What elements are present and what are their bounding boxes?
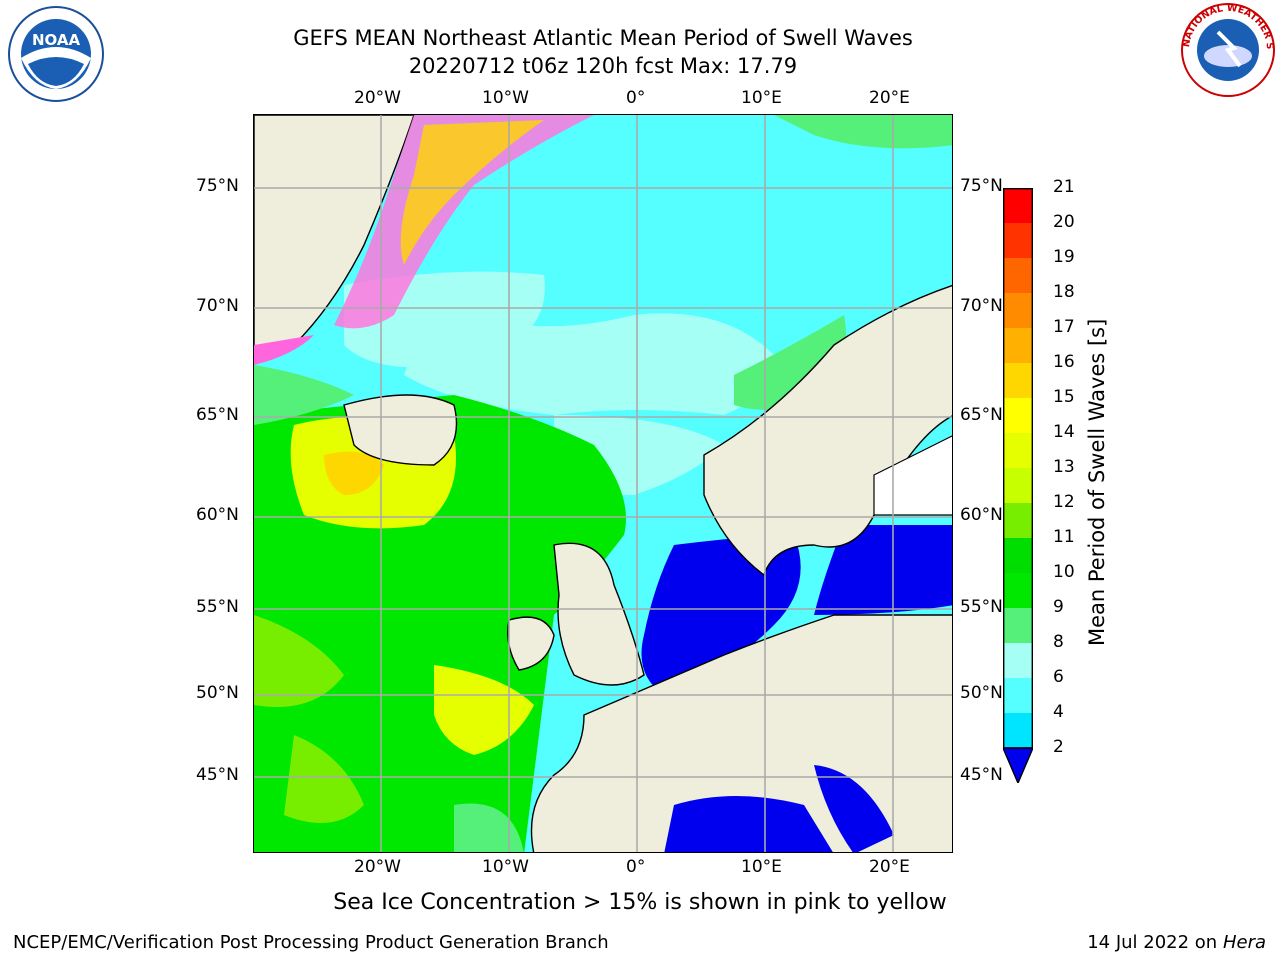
swell-16-patch bbox=[324, 451, 384, 495]
swell-2-region bbox=[814, 525, 952, 615]
footer-date-text: 14 Jul 2022 on bbox=[1087, 932, 1223, 953]
lat-label-left: 65°N bbox=[196, 405, 239, 425]
lat-label-left: 75°N bbox=[196, 176, 239, 196]
lat-label-left: 45°N bbox=[196, 765, 239, 785]
lat-label-right: 50°N bbox=[960, 683, 1003, 703]
colorbar-tick-label: 20 bbox=[1053, 212, 1075, 232]
colorbar-tick-label: 21 bbox=[1053, 177, 1075, 197]
noaa-logo: NOAA bbox=[8, 6, 104, 102]
swell-2-region bbox=[641, 535, 801, 695]
sea-ice-band bbox=[254, 335, 314, 365]
footer-branch: NCEP/EMC/Verification Post Processing Pr… bbox=[13, 932, 609, 953]
lon-label-bottom: 20°W bbox=[354, 857, 401, 877]
swell-10-patch bbox=[774, 115, 952, 149]
lon-label-bottom: 0° bbox=[626, 857, 646, 877]
lon-label-bottom: 10°W bbox=[482, 857, 529, 877]
colorbar-segment bbox=[1003, 503, 1033, 539]
colorbar bbox=[1003, 188, 1033, 783]
colorbar-tick-label: 9 bbox=[1053, 597, 1064, 617]
footer-date: 14 Jul 2022 on Hera bbox=[1087, 932, 1266, 953]
colorbar-segment bbox=[1003, 468, 1033, 504]
colorbar-segment bbox=[1003, 538, 1033, 574]
lat-label-right: 65°N bbox=[960, 405, 1003, 425]
sea-ice-core bbox=[400, 120, 544, 265]
chart-title: GEFS MEAN Northeast Atlantic Mean Period… bbox=[293, 26, 913, 50]
great-britain-land bbox=[553, 542, 645, 686]
lat-label-left: 70°N bbox=[196, 296, 239, 316]
colorbar-tick-label: 14 bbox=[1053, 422, 1075, 442]
colorbar-tick-label: 11 bbox=[1053, 527, 1075, 547]
colorbar-tick-label: 12 bbox=[1053, 492, 1075, 512]
lon-label-top: 20°E bbox=[869, 88, 910, 108]
colorbar-label: Mean Period of Swell Waves [s] bbox=[1085, 318, 1109, 646]
colorbar-segment bbox=[1003, 433, 1033, 469]
colorbar-tick-label: 8 bbox=[1053, 632, 1064, 652]
colorbar-tick-label: 2 bbox=[1053, 737, 1064, 757]
lon-label-top: 10°W bbox=[482, 88, 529, 108]
colorbar-segment bbox=[1003, 398, 1033, 434]
colorbar-segment bbox=[1003, 363, 1033, 399]
adriatic-sea bbox=[814, 765, 894, 852]
colorbar-border bbox=[1003, 188, 1033, 749]
lat-label-left: 50°N bbox=[196, 683, 239, 703]
swell-12-patch bbox=[254, 615, 344, 707]
lon-label-top: 20°W bbox=[354, 88, 401, 108]
colorbar-tick-label: 4 bbox=[1053, 702, 1064, 722]
colorbar-segment bbox=[1003, 713, 1033, 749]
colorbar-segment bbox=[1003, 293, 1033, 329]
map-panel[interactable] bbox=[253, 114, 953, 853]
lat-label-right: 55°N bbox=[960, 597, 1003, 617]
swell-12-patch bbox=[284, 735, 364, 823]
colorbar-segment bbox=[1003, 573, 1033, 609]
colorbar-segment bbox=[1003, 328, 1033, 364]
colorbar-tick-label: 16 bbox=[1053, 352, 1075, 372]
map-canvas bbox=[254, 115, 952, 852]
lon-label-top: 10°E bbox=[741, 88, 782, 108]
footer-host: Hera bbox=[1222, 932, 1266, 953]
mediterranean-sea bbox=[664, 796, 833, 852]
lon-label-bottom: 10°E bbox=[741, 857, 782, 877]
lat-label-right: 70°N bbox=[960, 296, 1003, 316]
colorbar-tick-label: 13 bbox=[1053, 457, 1075, 477]
swell-10-patch bbox=[454, 803, 524, 852]
colorbar-segment bbox=[1003, 608, 1033, 644]
colorbar-segment bbox=[1003, 258, 1033, 294]
graticule bbox=[254, 115, 952, 852]
colorbar-tick-label: 6 bbox=[1053, 667, 1064, 687]
colorbar-segment bbox=[1003, 678, 1033, 714]
greenland-land bbox=[254, 115, 415, 356]
sea-ice-band bbox=[334, 115, 594, 329]
colorbar-segment bbox=[1003, 188, 1033, 224]
lat-label-left: 55°N bbox=[196, 597, 239, 617]
lat-label-right: 45°N bbox=[960, 765, 1003, 785]
lat-label-right: 60°N bbox=[960, 505, 1003, 525]
colorbar-tick-label: 15 bbox=[1053, 387, 1075, 407]
lat-label-left: 60°N bbox=[196, 505, 239, 525]
colorbar-tick-label: 18 bbox=[1053, 282, 1075, 302]
noaa-logo-text: NOAA bbox=[32, 31, 81, 49]
chart-subtitle: 20220712 t06z 120h fcst Max: 17.79 bbox=[408, 54, 798, 78]
colorbar-extension bbox=[1003, 747, 1033, 783]
lon-label-top: 0° bbox=[626, 88, 646, 108]
colorbar-tick-label: 19 bbox=[1053, 247, 1075, 267]
lon-label-bottom: 20°E bbox=[869, 857, 910, 877]
colorbar-tick-label: 10 bbox=[1053, 562, 1075, 582]
iceland-land bbox=[343, 394, 458, 466]
nws-logo: NATIONAL WEATHER SERVICE bbox=[1178, 2, 1275, 97]
lat-label-right: 75°N bbox=[960, 176, 1003, 196]
colorbar-segment bbox=[1003, 643, 1033, 679]
colorbar-tick-label: 17 bbox=[1053, 317, 1075, 337]
swell-10-patch bbox=[254, 365, 354, 425]
colorbar-segment bbox=[1003, 223, 1033, 259]
sea-ice-note: Sea Ice Concentration > 15% is shown in … bbox=[333, 890, 947, 915]
